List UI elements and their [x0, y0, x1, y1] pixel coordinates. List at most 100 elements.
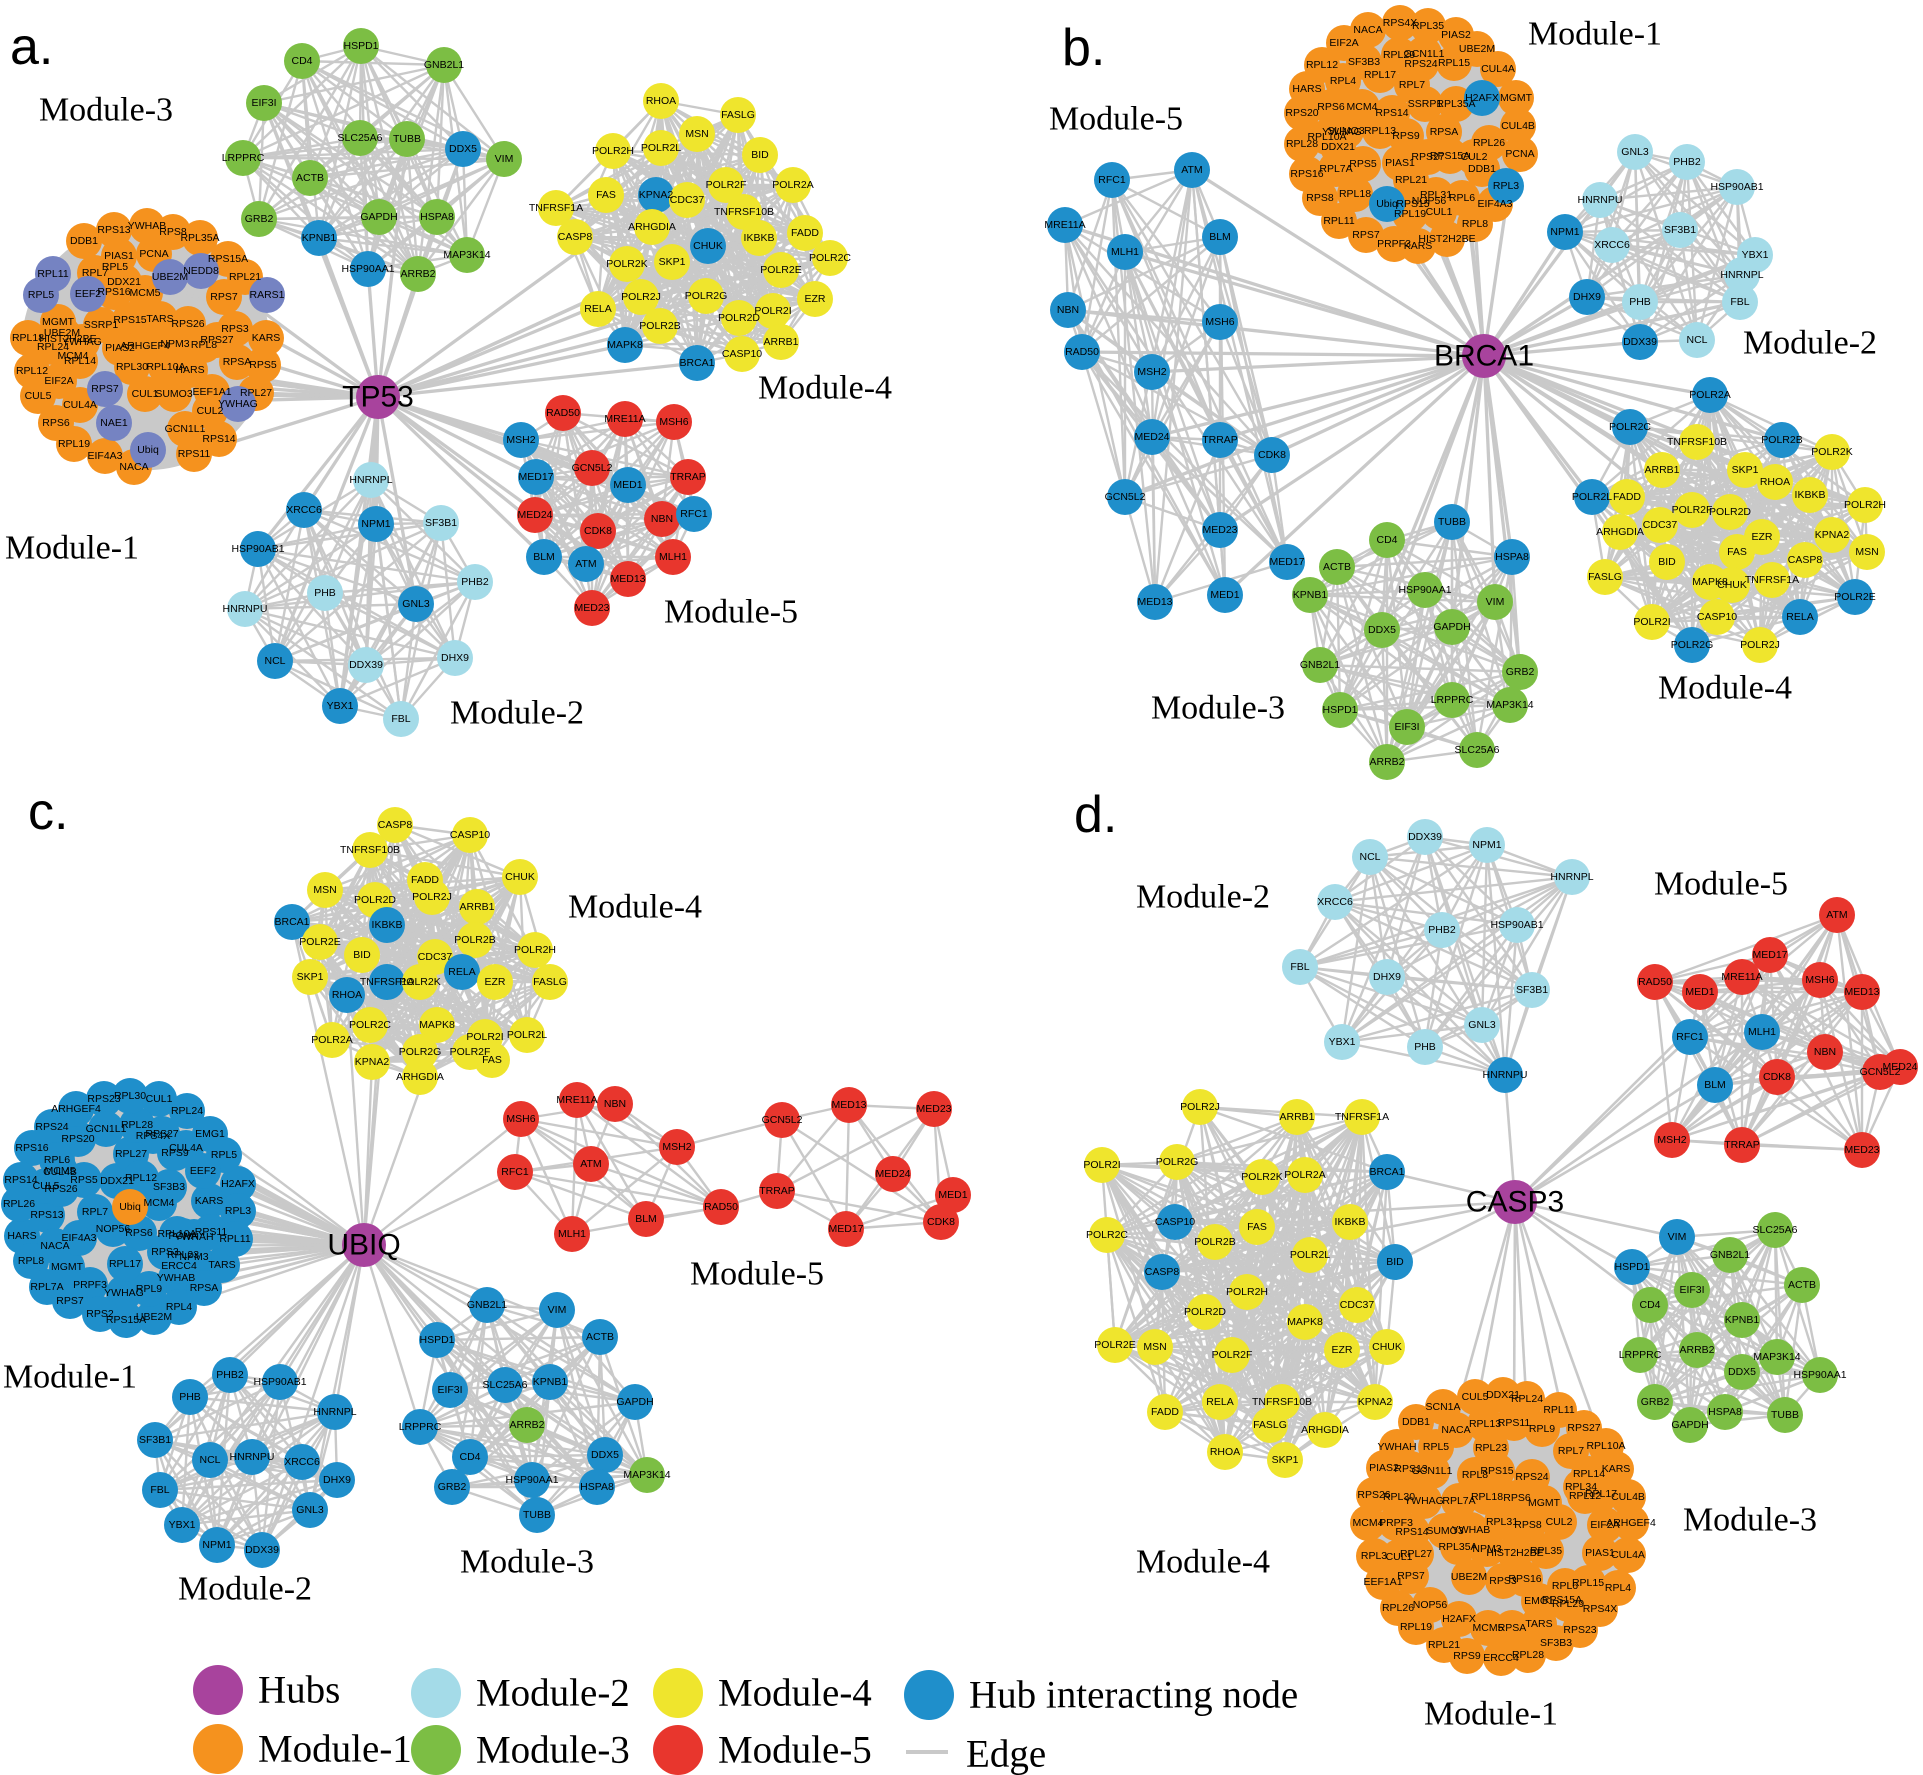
svg-text:POLR2H: POLR2H — [592, 145, 634, 157]
svg-text:CUL5: CUL5 — [1462, 1391, 1489, 1403]
svg-text:Ubiq: Ubiq — [137, 444, 159, 456]
svg-text:XRCC6: XRCC6 — [1317, 896, 1353, 908]
svg-text:FASLG: FASLG — [1588, 571, 1622, 583]
svg-text:RPL12: RPL12 — [1306, 59, 1338, 71]
svg-text:SF3B1: SF3B1 — [139, 1434, 171, 1446]
svg-text:DDX39: DDX39 — [245, 1544, 279, 1556]
svg-text:DHX9: DHX9 — [323, 1474, 351, 1486]
svg-text:CHUK: CHUK — [505, 871, 535, 883]
svg-text:GAPDH: GAPDH — [360, 211, 397, 223]
svg-text:RHOA: RHOA — [1210, 1446, 1240, 1458]
svg-text:POLR2L: POLR2L — [507, 1029, 547, 1041]
svg-text:POLR2C: POLR2C — [349, 1019, 391, 1031]
svg-text:MLH1: MLH1 — [1748, 1026, 1776, 1038]
svg-text:RPL15: RPL15 — [1438, 57, 1470, 69]
svg-text:HSP90AB1: HSP90AB1 — [1490, 919, 1543, 931]
svg-text:RPL24: RPL24 — [171, 1105, 203, 1117]
svg-text:GNB2L1: GNB2L1 — [424, 59, 464, 71]
svg-text:Ubiq: Ubiq — [119, 1201, 141, 1213]
svg-text:MSH6: MSH6 — [659, 416, 688, 428]
svg-text:MRE11A: MRE11A — [604, 413, 645, 425]
svg-text:RPL27: RPL27 — [115, 1148, 147, 1160]
svg-text:RPL6: RPL6 — [1552, 1580, 1578, 1592]
svg-text:MED17: MED17 — [828, 1223, 863, 1235]
svg-text:GAPDH: GAPDH — [1671, 1419, 1708, 1431]
svg-text:LRPPRC: LRPPRC — [222, 152, 265, 164]
svg-text:YWHAG: YWHAG — [218, 398, 258, 410]
svg-text:HNRNPU: HNRNPU — [1578, 194, 1623, 206]
svg-text:RPS23: RPS23 — [87, 1093, 120, 1105]
svg-text:HSPD1: HSPD1 — [1322, 704, 1357, 716]
svg-text:POLR2F: POLR2F — [450, 1046, 491, 1058]
svg-text:Module-1: Module-1 — [1528, 16, 1662, 53]
svg-text:SF3B3: SF3B3 — [1348, 56, 1380, 68]
svg-text:Module-2: Module-2 — [1136, 879, 1270, 916]
svg-text:TUBB: TUBB — [523, 1509, 551, 1521]
svg-text:RHOA: RHOA — [646, 95, 676, 107]
svg-text:FAS: FAS — [1727, 546, 1747, 558]
svg-text:MGMT: MGMT — [51, 1261, 84, 1273]
svg-text:CUL2: CUL2 — [197, 405, 224, 417]
svg-text:POLR2I: POLR2I — [1633, 616, 1670, 628]
svg-text:ARRB2: ARRB2 — [400, 268, 435, 280]
svg-text:POLR2B: POLR2B — [1194, 1236, 1235, 1248]
svg-text:HSP90AB1: HSP90AB1 — [253, 1376, 306, 1388]
svg-text:RPL12: RPL12 — [125, 1172, 157, 1184]
svg-text:POLR2H: POLR2H — [514, 944, 556, 956]
svg-text:KPNA2: KPNA2 — [355, 1056, 390, 1068]
svg-text:EZR: EZR — [1752, 531, 1773, 543]
svg-text:RPL18: RPL18 — [12, 332, 44, 344]
svg-text:CUL1: CUL1 — [1426, 206, 1453, 218]
svg-text:LRPPRC: LRPPRC — [399, 1421, 442, 1433]
svg-text:POLR2L: POLR2L — [641, 142, 681, 154]
svg-text:RPL23: RPL23 — [1475, 1442, 1507, 1454]
svg-text:HSPA8: HSPA8 — [580, 1481, 614, 1493]
svg-text:POLR2L: POLR2L — [1290, 1249, 1330, 1261]
svg-text:YWHAB: YWHAB — [128, 220, 167, 232]
svg-text:KPNB1: KPNB1 — [1293, 589, 1328, 601]
svg-text:GAPDH: GAPDH — [616, 1396, 653, 1408]
svg-text:MED1: MED1 — [613, 479, 642, 491]
svg-text:NCL: NCL — [1686, 334, 1707, 346]
svg-text:MGMT: MGMT — [1528, 1497, 1561, 1509]
svg-text:GRB2: GRB2 — [1641, 1396, 1670, 1408]
svg-text:Module-4: Module-4 — [1658, 670, 1792, 707]
svg-text:RPL21: RPL21 — [229, 271, 261, 283]
svg-text:RPS27: RPS27 — [200, 334, 233, 346]
svg-text:PHB: PHB — [179, 1391, 201, 1403]
svg-text:Module-2: Module-2 — [178, 1571, 312, 1608]
svg-text:MED1: MED1 — [1210, 589, 1239, 601]
svg-text:POLR2D: POLR2D — [1184, 1306, 1226, 1318]
svg-text:RPL30: RPL30 — [116, 361, 148, 373]
svg-text:RPL14: RPL14 — [64, 355, 96, 367]
svg-text:MAP3K14: MAP3K14 — [623, 1469, 670, 1481]
svg-text:CDK8: CDK8 — [1258, 449, 1286, 461]
svg-text:RPS15: RPS15 — [1396, 198, 1429, 210]
svg-text:POLR2G: POLR2G — [399, 1046, 442, 1058]
svg-text:POLR2E: POLR2E — [299, 936, 340, 948]
svg-text:PIAS1: PIAS1 — [1585, 1547, 1615, 1559]
svg-text:MAPK8: MAPK8 — [1287, 1316, 1323, 1328]
svg-text:RPS4X: RPS4X — [1383, 17, 1417, 29]
svg-text:YBX1: YBX1 — [169, 1519, 196, 1531]
svg-text:CD4: CD4 — [459, 1451, 480, 1463]
svg-text:RPS7: RPS7 — [1352, 229, 1380, 241]
svg-text:UBE2M: UBE2M — [136, 1311, 172, 1323]
svg-text:RPL6: RPL6 — [1449, 192, 1475, 204]
svg-text:RPS5: RPS5 — [1349, 158, 1377, 170]
svg-text:RPS11: RPS11 — [178, 448, 211, 460]
svg-text:MSH2: MSH2 — [1137, 366, 1166, 378]
svg-text:ARHGEF4: ARHGEF4 — [120, 340, 170, 352]
svg-text:RELA: RELA — [448, 966, 475, 978]
svg-text:CD4: CD4 — [1376, 534, 1397, 546]
svg-text:Module-4: Module-4 — [1136, 1544, 1270, 1581]
svg-text:HNRNPU: HNRNPU — [1483, 1069, 1528, 1081]
svg-text:MCM5: MCM5 — [130, 287, 161, 299]
svg-text:RPL29: RPL29 — [1383, 49, 1415, 61]
svg-text:SF3B3: SF3B3 — [153, 1181, 185, 1193]
svg-text:GCN5L2: GCN5L2 — [1860, 1066, 1901, 1078]
svg-text:ATM: ATM — [1826, 909, 1847, 921]
svg-text:Module-1: Module-1 — [258, 1728, 412, 1771]
svg-text:GNL3: GNL3 — [1468, 1019, 1496, 1031]
svg-text:SF3B1: SF3B1 — [1664, 224, 1696, 236]
